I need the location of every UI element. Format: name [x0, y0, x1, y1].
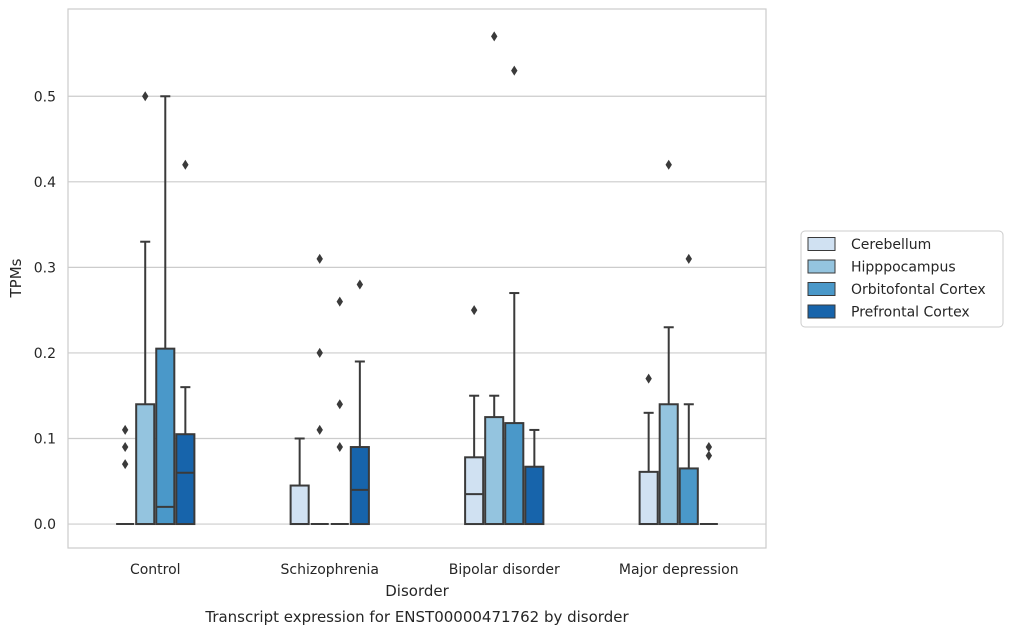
outlier-point [336, 442, 343, 453]
plot-frame [67, 8, 767, 549]
outlier-point [316, 253, 323, 264]
outlier-point [491, 31, 498, 42]
legend-label: Cerebellum [851, 237, 931, 253]
outlier-point [665, 159, 672, 170]
box [349, 446, 370, 526]
box [135, 403, 156, 526]
box [524, 465, 545, 526]
x-tick-label: Control [130, 562, 181, 578]
legend-swatch [807, 282, 836, 296]
legend-swatch [807, 237, 836, 251]
y-tick-label: 0.3 [34, 260, 56, 276]
outlier-point [182, 159, 189, 170]
outlier-point [685, 253, 692, 264]
box [638, 470, 659, 526]
y-tick-label: 0.0 [34, 517, 56, 533]
legend-swatch [807, 259, 836, 274]
outlier-point [356, 279, 364, 290]
legend: Cerebellum Hipppocampus Orbitofontal Corte… [800, 230, 1004, 328]
x-axis-ticks: Control Schizophrenia Bipolar disorder Majo… [130, 562, 739, 578]
x-tick-label: Bipolar disorder [449, 562, 560, 578]
box [464, 456, 485, 526]
legend-frame [800, 230, 1004, 328]
box [504, 422, 525, 526]
y-axis-label: TPMs [7, 258, 25, 298]
y-tick-label: 0.1 [34, 431, 56, 447]
legend-label: Hipppocampus [851, 260, 956, 276]
outlier-point [121, 424, 129, 435]
outlier-point [121, 459, 129, 470]
outlier-point [316, 424, 323, 435]
x-axis-label: Disorder [385, 582, 449, 600]
outlier-point [645, 373, 652, 384]
outlier-point [705, 442, 713, 453]
outlier-point [121, 442, 129, 453]
outlier-point [336, 399, 343, 410]
outlier-point [511, 65, 518, 76]
box-marks [116, 31, 718, 526]
x-tick-label: Major depression [619, 562, 739, 578]
box [175, 433, 196, 526]
outlier-point [470, 305, 478, 316]
y-axis-ticks: 0.0 0.1 0.2 0.3 0.4 0.5 [34, 89, 56, 533]
box [155, 347, 176, 526]
outlier-point [142, 91, 149, 102]
y-tick-label: 0.5 [34, 89, 56, 105]
box [678, 467, 699, 526]
legend-swatch [807, 304, 836, 319]
box [658, 403, 679, 526]
legend-label: Orbitofontal Cortex [851, 282, 986, 298]
y-tick-label: 0.4 [34, 175, 56, 191]
box [289, 484, 310, 526]
legend-label: Prefrontal Cortex [851, 305, 970, 321]
y-tick-label: 0.2 [34, 346, 56, 362]
outlier-point [705, 450, 713, 461]
outlier-point [316, 347, 323, 358]
x-tick-label: Schizophrenia [281, 562, 379, 578]
outlier-point [336, 296, 343, 307]
box [484, 416, 505, 526]
chart-title: Transcript expression for ENST0000047176… [204, 608, 629, 626]
